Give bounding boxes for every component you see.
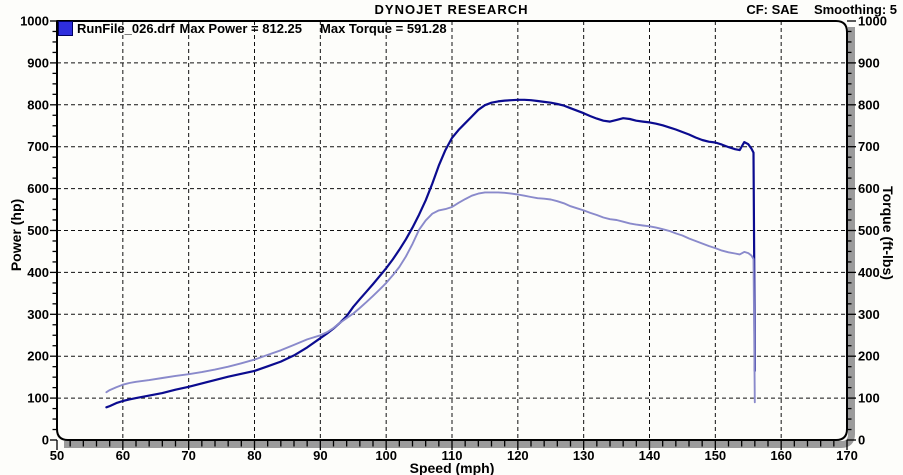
y-tick-label-left: 500	[27, 223, 49, 238]
frame-shadow	[64, 27, 855, 448]
y-tick-label-right: 900	[858, 55, 880, 70]
correction-factor-label: CF: SAE	[746, 2, 799, 17]
max-power-label: Max Power = 812.25	[179, 21, 303, 36]
max-torque-label: Max Torque = 591.28	[320, 21, 447, 36]
y-tick-label-right: 100	[858, 391, 880, 406]
x-tick-label: 160	[770, 448, 792, 463]
x-tick-label: 120	[507, 448, 529, 463]
y-tick-label-left: 600	[27, 181, 49, 196]
chart-title: DYNOJET RESEARCH	[374, 2, 529, 17]
y-tick-label-left: 400	[27, 265, 49, 280]
x-tick-label: 130	[573, 448, 595, 463]
x-tick-label: 90	[313, 448, 327, 463]
y-tick-label-left: 200	[27, 349, 49, 364]
y-tick-label-left: 800	[27, 97, 49, 112]
run-file-label: RunFile_026.drf	[77, 21, 175, 36]
x-tick-label: 60	[116, 448, 130, 463]
curve-torque	[105, 191, 756, 404]
curve-power	[105, 98, 756, 409]
x-tick-label: 50	[50, 448, 64, 463]
y-tick-label-right: 1000	[858, 14, 887, 29]
x-tick-label: 110	[442, 448, 463, 463]
y-tick-label-left: 0	[42, 433, 49, 448]
y-axis-title-right: Torque (ft-lbs)	[880, 186, 896, 280]
x-axis-title: Speed (mph)	[410, 460, 495, 475]
y-tick-label-right: 0	[858, 433, 865, 448]
x-tick-label: 80	[247, 448, 261, 463]
y-tick-label-right: 400	[858, 265, 880, 280]
y-tick-label-left: 900	[27, 55, 49, 70]
y-tick-label-right: 300	[858, 307, 880, 322]
correction-info: CF: SAE Smoothing: 5	[734, 2, 897, 17]
x-tick-label: 140	[639, 448, 661, 463]
x-tick-label: 70	[181, 448, 195, 463]
y-tick-label-right: 200	[858, 349, 880, 364]
x-tick-label: 170	[836, 448, 858, 463]
run-legend[interactable]: RunFile_026.drf Max Power = 812.25 Max T…	[58, 21, 447, 36]
y-tick-label-right: 500	[858, 223, 880, 238]
smoothing-label: Smoothing: 5	[813, 2, 897, 17]
y-tick-label-left: 300	[27, 307, 49, 322]
y-tick-label-right: 600	[858, 181, 880, 196]
x-tick-label: 150	[704, 448, 726, 463]
y-tick-label-left: 700	[27, 139, 49, 154]
y-tick-label-left: 1000	[20, 14, 49, 29]
y-tick-label-right: 800	[858, 97, 880, 112]
y-axis-title-left: Power (hp)	[8, 198, 24, 272]
y-tick-label-left: 100	[27, 391, 49, 406]
y-tick-label-right: 700	[858, 139, 880, 154]
run-swatch-icon	[58, 21, 73, 36]
plot-border	[56, 20, 848, 441]
x-tick-label: 100	[375, 448, 397, 463]
